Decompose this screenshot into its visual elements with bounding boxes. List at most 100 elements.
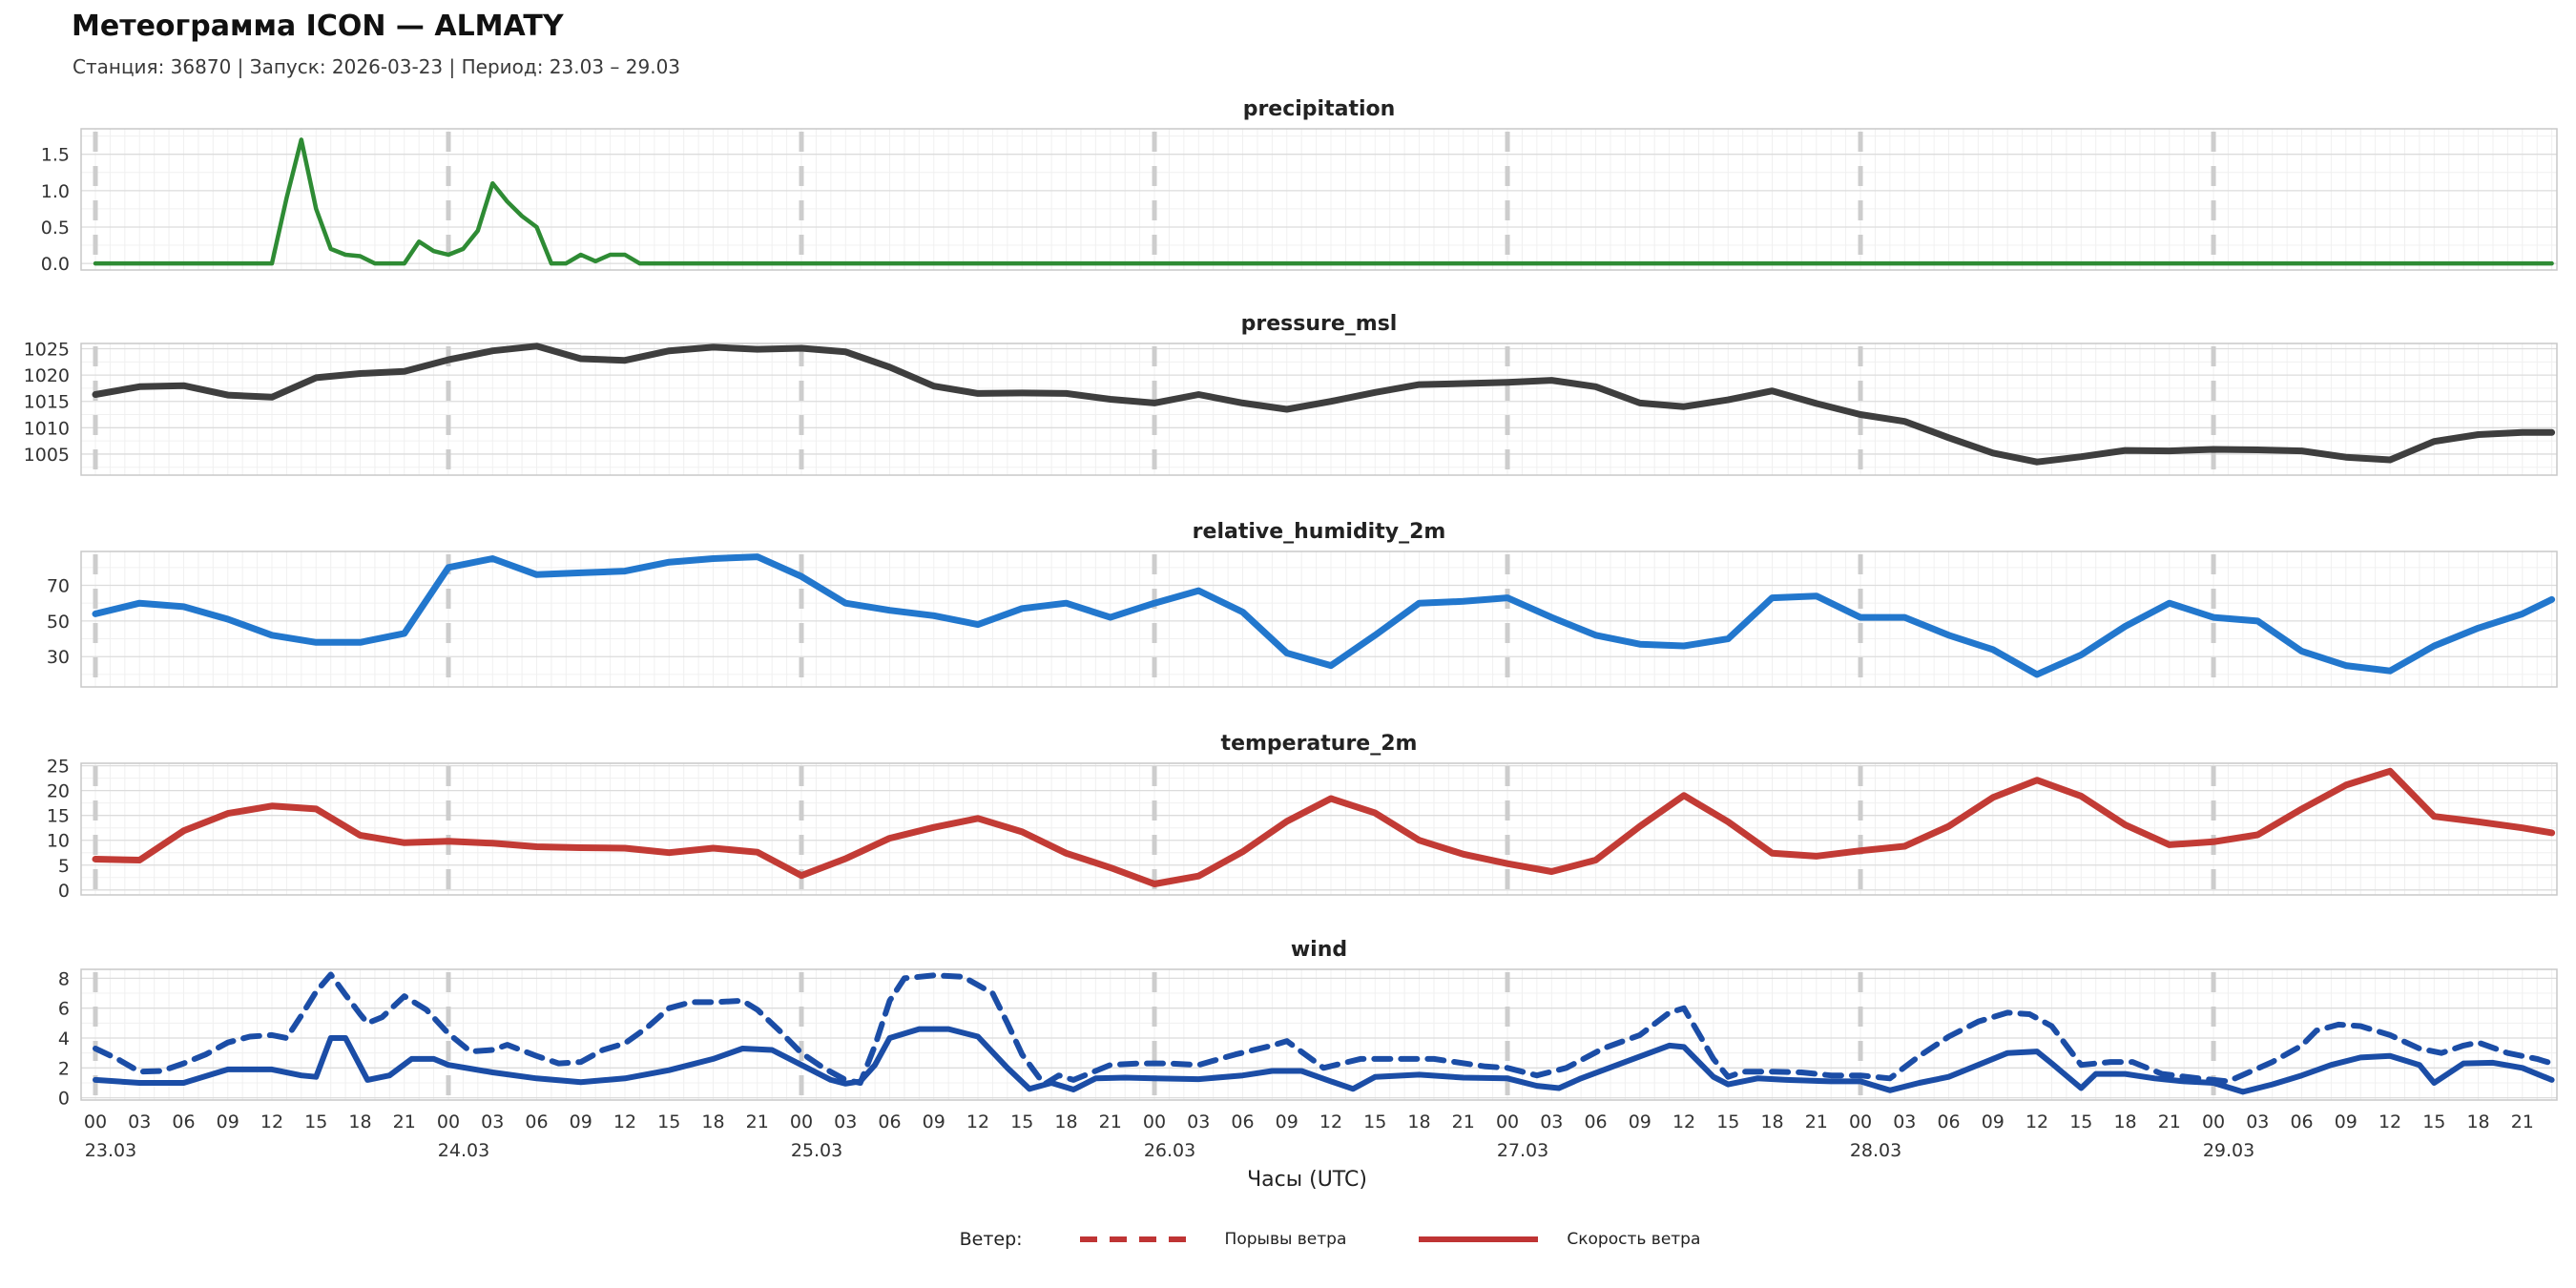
- y-tick-label: 10: [47, 831, 70, 852]
- grid-horizontal: [81, 764, 2557, 891]
- grid-vertical: [94, 343, 2553, 475]
- panel-frame: [80, 762, 2558, 896]
- hour-tick: 00: [2202, 1111, 2225, 1132]
- panel-title-temperature_2m: temperature_2m: [1221, 732, 1418, 756]
- panel-relative_humidity_2m: 30 50 70 relative_humidity_2m: [47, 520, 2558, 688]
- hour-tick: 21: [393, 1111, 416, 1132]
- y-tick-label: 1025: [24, 340, 70, 361]
- hour-tick: 15: [304, 1111, 327, 1132]
- hour-tick: 09: [570, 1111, 592, 1132]
- relative_humidity_2m-line-solid: [92, 553, 2556, 678]
- hour-tick: 03: [2246, 1111, 2269, 1132]
- day-label: 28.03: [1850, 1140, 1901, 1161]
- hour-tick: 21: [746, 1111, 769, 1132]
- hour-tick: 12: [1672, 1111, 1695, 1132]
- wind-line-solid: [93, 1026, 2555, 1095]
- hour-tick: 18: [1407, 1111, 1430, 1132]
- hour-tick: 06: [525, 1111, 548, 1132]
- y-tick-label: 1010: [24, 418, 70, 439]
- hour-tick: 00: [790, 1111, 813, 1132]
- y-tick-label: 0: [58, 1089, 70, 1110]
- x-axis-label: Часы (UTC): [1247, 1168, 1367, 1192]
- hour-tick: 18: [348, 1111, 371, 1132]
- y-tick-label: 50: [47, 612, 70, 633]
- solid-line-icon: [1419, 1236, 1539, 1242]
- panel-temperature_2m: 0 5 10 15 20 25 temperature_2m: [47, 732, 2558, 902]
- hour-tick: 15: [2069, 1111, 2092, 1132]
- hour-tick: 06: [1937, 1111, 1960, 1132]
- panel-wind: 0 2 4 6 8 wind: [58, 938, 2558, 1110]
- hour-tick: 18: [1760, 1111, 1783, 1132]
- hour-tick: 21: [2511, 1111, 2534, 1132]
- hour-tick: 09: [1276, 1111, 1298, 1132]
- hour-tick: 18: [701, 1111, 724, 1132]
- y-tick-label: 70: [47, 576, 70, 597]
- legend-item-speed: Скорость ветра: [1419, 1230, 1700, 1249]
- panel-frame: [80, 128, 2558, 271]
- day-label: 29.03: [2203, 1140, 2254, 1161]
- hour-tick: 00: [437, 1111, 460, 1132]
- panel-title-pressure_msl: pressure_msl: [1241, 312, 1398, 336]
- hour-tick: 03: [1187, 1111, 1210, 1132]
- y-tick-label: 1.5: [41, 145, 70, 166]
- x-tick-labels: 00 03 06 09 12 15 18 21 23.03 00 03 06 09 12 15 18 21 24.…: [84, 1111, 2534, 1161]
- hour-tick: 03: [1893, 1111, 1916, 1132]
- y-tick-label: 1015: [24, 392, 70, 413]
- hour-tick: 12: [613, 1111, 636, 1132]
- hour-tick: 06: [1584, 1111, 1607, 1132]
- day-label: 25.03: [791, 1140, 842, 1161]
- y-tick-label: 1.0: [41, 181, 70, 202]
- temperature_2m-line-solid: [92, 767, 2556, 887]
- y-tick-label: 20: [47, 781, 70, 802]
- panel-title-relative_humidity_2m: relative_humidity_2m: [1193, 520, 1446, 544]
- hour-tick: 15: [2422, 1111, 2445, 1132]
- hour-tick: 18: [1054, 1111, 1077, 1132]
- hour-tick: 12: [2025, 1111, 2048, 1132]
- hour-tick: 00: [1143, 1111, 1166, 1132]
- hour-tick: 12: [1319, 1111, 1342, 1132]
- page-title: Метеограмма ICON — ALMATY: [72, 10, 564, 43]
- panel-pressure_msl: 1005 1010 1015 1020 1025 pressure_msl: [24, 312, 2558, 476]
- hour-tick: 09: [923, 1111, 945, 1132]
- y-tick-label: 5: [58, 856, 70, 877]
- grid-horizontal: [81, 567, 2557, 675]
- wind-legend: Ветер: Порывы ветра Скорость ветра: [61, 1229, 2576, 1250]
- hour-tick: 06: [878, 1111, 901, 1132]
- legend-prefix: Ветер:: [959, 1229, 1023, 1250]
- hour-tick: 06: [1231, 1111, 1254, 1132]
- y-tick-label: 2: [58, 1058, 70, 1079]
- hour-tick: 09: [2335, 1111, 2358, 1132]
- panel-precipitation: 0.0 0.5 1.0 1.5 precipitation: [41, 97, 2558, 275]
- hour-tick: 00: [84, 1111, 107, 1132]
- y-tick-label: 25: [47, 757, 70, 778]
- hour-tick: 21: [1452, 1111, 1475, 1132]
- hour-tick: 00: [1496, 1111, 1519, 1132]
- precipitation-line-solid: [93, 137, 2554, 266]
- hour-tick: 15: [1010, 1111, 1033, 1132]
- y-tick-label: 6: [58, 999, 70, 1020]
- hour-tick: 00: [1849, 1111, 1872, 1132]
- y-tick-label: 30: [47, 647, 70, 668]
- wind-line-dashed: [93, 971, 2555, 1088]
- y-tick-label: 0.5: [41, 218, 70, 239]
- grid-horizontal: [81, 347, 2557, 468]
- hour-tick: 03: [834, 1111, 857, 1132]
- hour-tick: 03: [1540, 1111, 1563, 1132]
- grid-horizontal: [81, 135, 2557, 264]
- panel-frame: [80, 968, 2558, 1101]
- day-boundary-lines: [93, 132, 2216, 267]
- y-tick-label: 1005: [24, 445, 70, 466]
- dashed-line-icon: [1079, 1236, 1196, 1242]
- panel-title-wind: wind: [1291, 938, 1347, 962]
- hour-tick: 06: [2290, 1111, 2313, 1132]
- y-tick-label: 8: [58, 968, 70, 989]
- hour-tick: 09: [217, 1111, 239, 1132]
- hour-tick: 15: [657, 1111, 680, 1132]
- panel-frame: [80, 343, 2558, 476]
- day-label: 27.03: [1497, 1140, 1548, 1161]
- hour-tick: 03: [481, 1111, 504, 1132]
- panel-frame: [80, 551, 2558, 688]
- hour-tick: 09: [1982, 1111, 2005, 1132]
